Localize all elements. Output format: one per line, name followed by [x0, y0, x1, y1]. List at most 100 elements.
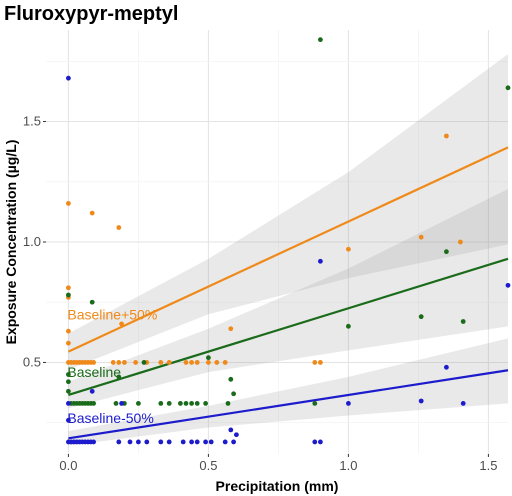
data-point-0 [189, 360, 195, 365]
series-label-2: Baseline-50% [67, 410, 153, 426]
data-point-1 [158, 401, 164, 406]
data-point-2 [66, 401, 71, 406]
x-tick-label: 0.0 [59, 458, 77, 473]
y-tick-label: 0.5 [23, 354, 41, 369]
data-point-0 [346, 246, 351, 252]
y-tick-label: 1.5 [23, 114, 41, 129]
data-point-2 [346, 401, 351, 406]
data-point-0 [318, 360, 323, 365]
confidence-band-2 [68, 338, 509, 446]
fit-line-1 [68, 257, 509, 397]
data-points [66, 37, 511, 445]
data-point-1 [318, 37, 323, 43]
data-point-1 [189, 401, 195, 406]
data-point-1 [346, 323, 351, 329]
data-point-0 [66, 201, 71, 206]
data-point-2 [208, 439, 214, 445]
data-point-2 [228, 427, 234, 433]
data-point-0 [214, 360, 220, 365]
data-point-2 [312, 439, 318, 445]
data-point-0 [444, 133, 449, 139]
data-point-0 [183, 360, 189, 365]
data-point-1 [113, 401, 119, 406]
series-labels: Baseline+50% Baseline Baseline-50% [67, 306, 157, 426]
data-point-2 [318, 439, 323, 445]
series-label-1: Baseline [67, 364, 121, 380]
data-point-0 [110, 360, 116, 365]
data-point-2 [144, 439, 150, 445]
data-point-1 [183, 401, 189, 406]
confidence-band-1 [68, 189, 509, 409]
data-point-1 [178, 401, 183, 406]
data-point-1 [141, 360, 147, 365]
data-point-0 [66, 328, 71, 334]
data-point-1 [231, 391, 237, 397]
data-point-0 [133, 360, 139, 365]
data-point-2 [180, 439, 186, 445]
data-point-2 [418, 398, 424, 404]
data-point-1 [66, 292, 71, 298]
data-point-0 [418, 234, 424, 240]
data-point-2 [89, 388, 95, 394]
data-point-0 [206, 360, 211, 365]
fit-line-2 [68, 369, 509, 440]
data-point-1 [91, 401, 96, 406]
data-point-1 [136, 401, 141, 406]
data-point-0 [194, 360, 200, 365]
x-tick-label: 1.5 [479, 458, 497, 473]
data-point-1 [66, 372, 71, 377]
data-point-2 [460, 401, 466, 406]
data-point-0 [89, 210, 95, 216]
data-point-1 [505, 85, 511, 91]
fit-lines [67, 146, 509, 440]
data-point-2 [318, 258, 323, 264]
y-axis-ticks: 0.5 1.0 1.5 [23, 114, 46, 369]
data-point-2 [203, 439, 209, 445]
data-point-1 [312, 401, 318, 406]
data-point-1 [228, 376, 234, 382]
confidence-bands [68, 54, 509, 446]
data-point-1 [203, 401, 209, 406]
data-point-0 [228, 326, 234, 332]
data-point-1 [66, 388, 71, 394]
data-point-2 [166, 439, 172, 445]
data-point-0 [166, 360, 172, 365]
data-point-0 [312, 360, 318, 365]
data-point-0 [116, 360, 122, 365]
confidence-band-0 [68, 54, 509, 370]
data-point-2 [158, 439, 164, 445]
y-tick-label: 1.0 [23, 234, 41, 249]
data-point-2 [222, 439, 228, 445]
data-point-2 [116, 439, 122, 445]
data-point-1 [460, 319, 466, 324]
x-axis-title: Precipitation (mm) [216, 478, 339, 494]
y-axis-title: Exposure Concentration (µg/L) [3, 140, 19, 345]
data-point-1 [166, 401, 172, 406]
data-point-0 [91, 360, 96, 365]
x-axis-ticks: 0.0 0.5 1.0 1.5 [59, 454, 497, 473]
data-point-2 [127, 439, 133, 445]
data-point-1 [225, 401, 231, 406]
data-point-1 [444, 249, 449, 255]
x-tick-label: 0.5 [199, 458, 217, 473]
data-point-1 [116, 374, 122, 380]
series-label-0: Baseline+50% [67, 306, 157, 322]
data-point-2 [66, 75, 71, 81]
data-point-0 [116, 225, 122, 230]
data-point-1 [206, 355, 211, 361]
data-point-2 [119, 401, 124, 406]
data-point-2 [444, 364, 449, 370]
data-point-0 [122, 360, 127, 365]
data-point-0 [458, 239, 463, 245]
data-point-2 [505, 282, 511, 288]
data-point-2 [194, 439, 200, 445]
data-point-2 [66, 417, 71, 423]
data-point-0 [222, 360, 228, 365]
fit-line-0 [67, 146, 509, 353]
data-point-1 [66, 379, 71, 385]
data-point-2 [91, 439, 96, 445]
data-point-0 [66, 285, 71, 291]
data-point-0 [119, 321, 124, 327]
data-point-0 [66, 340, 71, 346]
